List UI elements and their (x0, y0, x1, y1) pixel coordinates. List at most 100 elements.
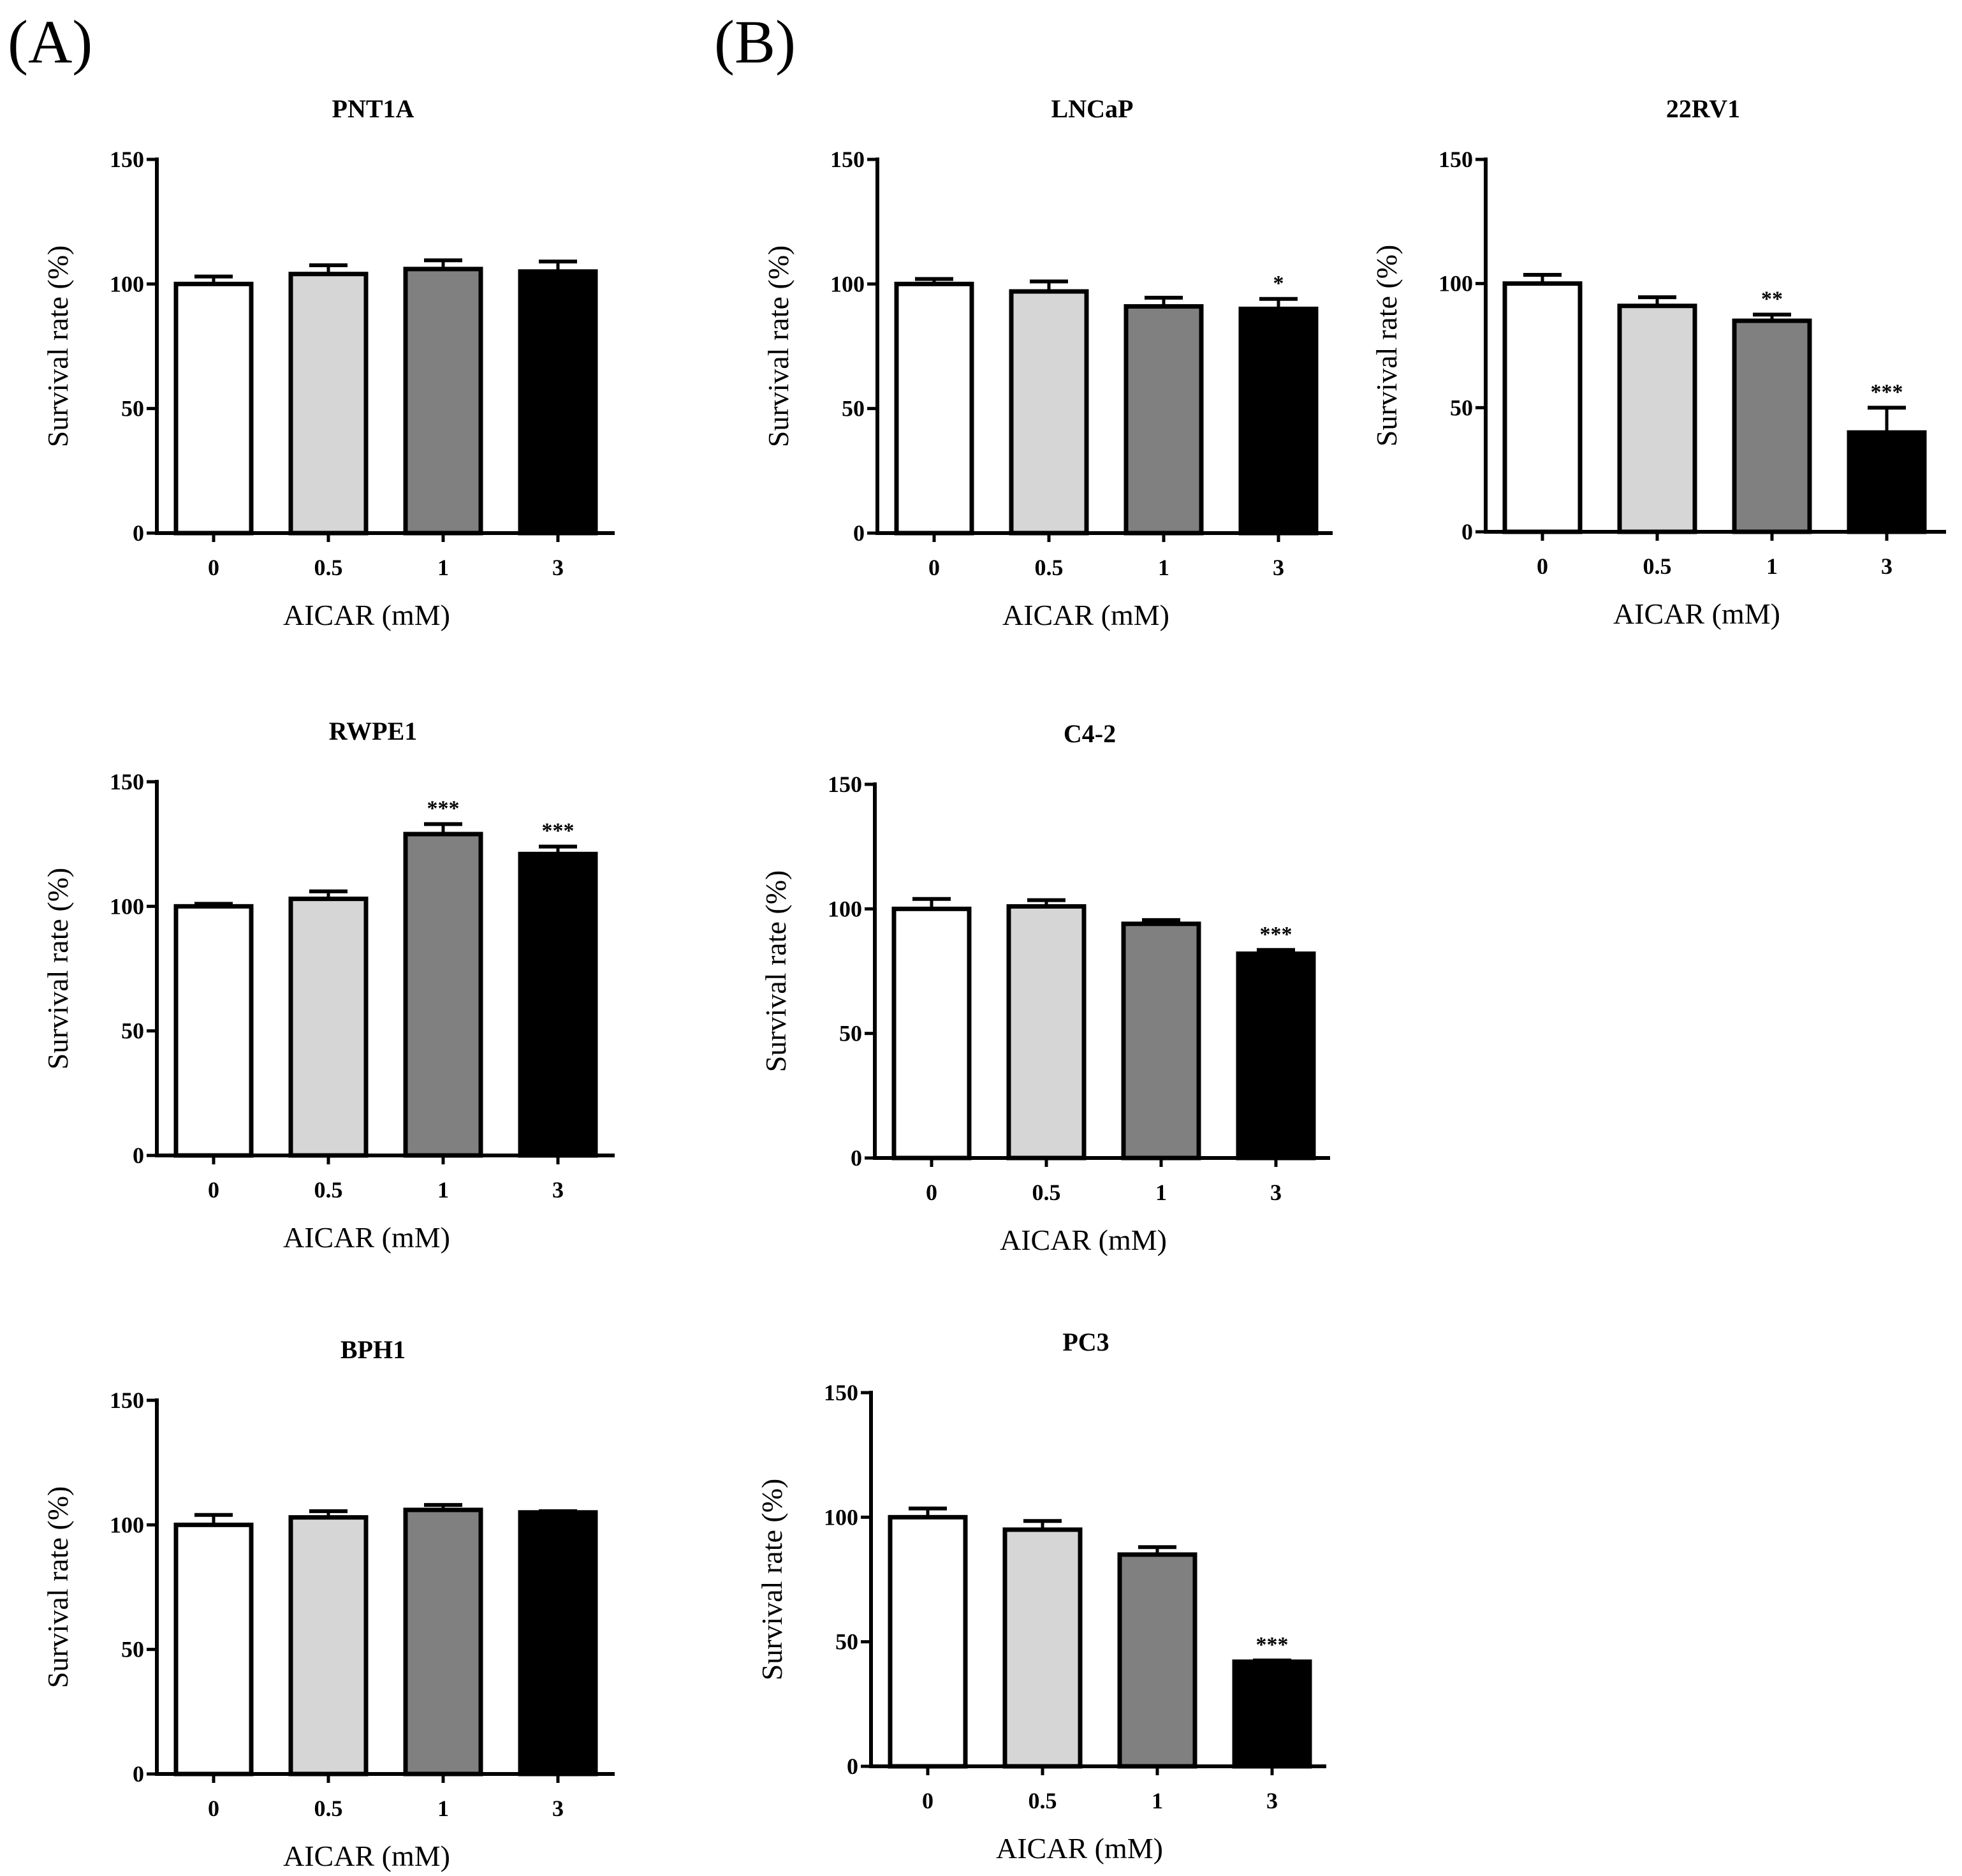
x-tick-label: 1 (1158, 555, 1169, 580)
x-tick-label: 3 (1266, 1788, 1278, 1814)
panel-label-b: (B) (714, 8, 796, 76)
bar (894, 281, 974, 536)
y-tick-label: 50 (121, 396, 144, 421)
y-tick-label: 0 (851, 1145, 862, 1171)
y-tick-label: 50 (121, 1637, 144, 1662)
x-axis-label: AICAR (mM) (1000, 1224, 1167, 1256)
bar (173, 1522, 254, 1777)
chart-title: C4-2 (1064, 719, 1116, 748)
y-tick-label: 0 (1461, 519, 1473, 545)
y-tick-label: 150 (110, 147, 144, 172)
bar (1236, 951, 1316, 1161)
x-tick-label: 3 (1881, 553, 1892, 579)
y-tick-label: 100 (110, 271, 144, 297)
significance-label: *** (427, 796, 460, 820)
y-tick-label: 0 (853, 520, 865, 546)
x-tick-label: 3 (552, 1177, 564, 1203)
significance-label: *** (542, 819, 575, 843)
x-tick-label: 0.5 (1035, 555, 1064, 580)
bar (1502, 281, 1583, 534)
bar (518, 1510, 598, 1777)
chart-lncap: LNCaP 0 50 100 150 0 0.5 1 3 * AICAR (mM) Survival … (762, 94, 1333, 631)
significance-label: *** (1256, 1633, 1289, 1657)
bar (403, 1507, 483, 1777)
bar (173, 281, 254, 536)
x-axis-label: AICAR (mM) (1613, 597, 1780, 630)
bar (518, 269, 598, 536)
x-tick-label: 3 (1270, 1180, 1282, 1205)
x-tick-label: 0.5 (1032, 1180, 1061, 1205)
bar (1117, 1552, 1197, 1769)
y-tick-label: 150 (830, 147, 865, 172)
y-tick-label: 50 (1450, 395, 1473, 420)
y-axis-label: Survival rate (%) (759, 870, 792, 1073)
significance-label: *** (1260, 923, 1292, 946)
panel-label-a: (A) (8, 8, 92, 76)
x-axis-label: AICAR (mM) (1002, 599, 1169, 631)
x-tick-label: 0 (926, 1180, 937, 1205)
bar (1232, 1659, 1312, 1769)
bar (1009, 289, 1089, 536)
bar (288, 272, 369, 536)
chart-title: LNCaP (1051, 94, 1134, 123)
y-tick-label: 50 (835, 1629, 858, 1655)
bar (288, 897, 369, 1158)
y-tick-label: 150 (110, 1388, 144, 1413)
y-tick-label: 100 (110, 1512, 144, 1537)
chart-title: PC3 (1062, 1328, 1109, 1356)
chart-rwpe1: RWPE1 0 50 100 150 0 0.5 1 *** 3 *** AICAR (mM) Surv… (41, 717, 615, 1254)
y-axis-label: Survival rate (%) (1370, 245, 1403, 447)
x-tick-label: 1 (1766, 553, 1778, 579)
significance-label: * (1273, 272, 1284, 295)
x-tick-label: 0.5 (1029, 1788, 1057, 1814)
bar (1002, 1527, 1083, 1769)
y-axis-label: Survival rate (%) (762, 245, 794, 448)
y-tick-label: 100 (828, 896, 862, 921)
x-tick-label: 0 (922, 1788, 933, 1814)
significance-label: *** (1871, 380, 1903, 404)
y-tick-label: 100 (830, 271, 865, 297)
y-tick-label: 150 (1439, 147, 1473, 172)
x-tick-label: 1 (1152, 1788, 1163, 1814)
bar (1121, 921, 1201, 1161)
y-axis-label: Survival rate (%) (41, 245, 74, 448)
y-axis-label: Survival rate (%) (41, 868, 74, 1070)
bar (518, 851, 598, 1158)
bar (173, 904, 254, 1158)
x-tick-label: 1 (437, 555, 449, 580)
y-axis-label: Survival rate (%) (756, 1479, 788, 1681)
y-tick-label: 0 (133, 1761, 144, 1787)
y-tick-label: 100 (824, 1504, 858, 1530)
x-tick-label: 1 (437, 1177, 449, 1203)
bar (888, 1514, 968, 1769)
x-axis-label: AICAR (mM) (283, 1221, 450, 1254)
bar (1847, 430, 1927, 534)
x-tick-label: 0 (928, 555, 940, 580)
y-axis-label: Survival rate (%) (41, 1486, 74, 1689)
bar (1617, 304, 1697, 534)
bar (891, 906, 972, 1161)
y-tick-label: 100 (110, 893, 144, 919)
y-tick-label: 50 (842, 396, 865, 421)
chart-pc3: PC3 0 50 100 150 0 0.5 1 3 *** AICAR (mM) Survival … (756, 1328, 1326, 1865)
x-tick-label: 0.5 (314, 555, 343, 580)
x-tick-label: 0 (208, 1177, 219, 1203)
x-tick-label: 0.5 (314, 1796, 343, 1821)
x-axis-label: AICAR (mM) (283, 1840, 450, 1872)
x-tick-label: 3 (552, 555, 564, 580)
y-tick-label: 0 (133, 520, 144, 546)
bar (1732, 318, 1812, 534)
chart-c42: C4-2 0 50 100 150 0 0.5 1 3 *** AICAR (mM) Survival… (759, 719, 1330, 1256)
x-tick-label: 1 (1155, 1180, 1167, 1205)
x-axis-label: AICAR (mM) (996, 1832, 1163, 1865)
x-axis-label: AICAR (mM) (283, 599, 450, 631)
bar (1006, 904, 1087, 1161)
x-tick-label: 3 (1273, 555, 1284, 580)
y-tick-label: 50 (839, 1021, 862, 1046)
y-tick-label: 0 (133, 1143, 144, 1168)
chart-title: RWPE1 (329, 717, 418, 745)
chart-bph1: BPH1 0 50 100 150 0 0.5 1 3 AICAR (mM) Survival ra… (41, 1335, 615, 1872)
x-tick-label: 0 (1537, 553, 1548, 579)
